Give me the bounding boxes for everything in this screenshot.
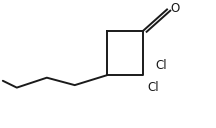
Text: Cl: Cl bbox=[148, 81, 159, 94]
Text: Cl: Cl bbox=[155, 59, 167, 72]
Text: O: O bbox=[170, 2, 179, 15]
